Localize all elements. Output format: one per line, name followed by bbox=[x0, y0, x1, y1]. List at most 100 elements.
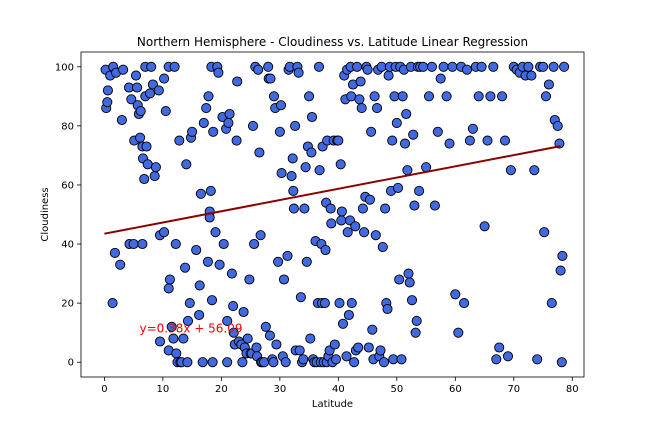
data-point bbox=[399, 138, 411, 149]
data-point bbox=[187, 126, 198, 137]
data-point bbox=[540, 91, 552, 102]
y-axis-title: Cloudiness bbox=[40, 187, 51, 241]
data-point bbox=[335, 159, 346, 170]
data-point bbox=[224, 108, 235, 120]
data-point bbox=[182, 357, 193, 368]
data-point bbox=[139, 173, 150, 185]
data-point bbox=[383, 70, 394, 81]
data-point bbox=[552, 120, 563, 131]
data-point bbox=[325, 203, 336, 214]
data-point bbox=[102, 97, 113, 108]
data-point bbox=[197, 357, 208, 368]
y-tick-label: 60 bbox=[61, 180, 74, 191]
data-point bbox=[556, 357, 567, 368]
plot-area: y=0.38x + 56.09 0 10 20 30 40 50 60 70 80 0 20 40 60 8… bbox=[55, 51, 585, 395]
data-point bbox=[546, 298, 557, 309]
data-point bbox=[249, 238, 260, 250]
data-point bbox=[406, 295, 418, 306]
data-point bbox=[404, 277, 415, 288]
data-point bbox=[195, 188, 206, 199]
data-point bbox=[293, 67, 304, 78]
data-point bbox=[411, 315, 422, 326]
data-point bbox=[164, 274, 175, 285]
data-point bbox=[180, 262, 191, 273]
data-point bbox=[299, 203, 310, 214]
data-point bbox=[491, 354, 502, 365]
data-point bbox=[280, 357, 291, 368]
y-tick-label: 0 bbox=[68, 358, 74, 369]
data-point bbox=[207, 357, 218, 368]
data-point bbox=[329, 339, 340, 350]
data-point bbox=[210, 227, 221, 238]
data-point bbox=[337, 318, 349, 329]
data-point bbox=[237, 357, 248, 368]
data-point bbox=[274, 126, 285, 137]
data-point bbox=[228, 301, 239, 312]
data-point bbox=[178, 333, 189, 344]
data-point bbox=[367, 324, 378, 335]
data-point bbox=[271, 339, 282, 350]
data-point bbox=[135, 132, 146, 143]
plot-frame bbox=[80, 51, 585, 378]
data-point bbox=[391, 117, 402, 128]
data-point bbox=[485, 91, 496, 102]
data-point bbox=[102, 85, 113, 96]
data-point bbox=[247, 120, 259, 131]
data-point bbox=[499, 135, 511, 146]
data-point bbox=[409, 200, 420, 211]
data-point bbox=[414, 185, 425, 196]
data-point bbox=[334, 298, 345, 309]
data-point bbox=[116, 114, 127, 126]
data-point bbox=[314, 165, 325, 176]
data-point bbox=[154, 336, 166, 347]
data-point bbox=[231, 135, 242, 146]
x-tick-label: 80 bbox=[566, 384, 579, 395]
data-point bbox=[355, 76, 366, 87]
data-point bbox=[244, 274, 255, 285]
data-point bbox=[539, 227, 550, 238]
data-point bbox=[181, 159, 192, 170]
data-point bbox=[147, 79, 158, 90]
data-point bbox=[432, 126, 443, 137]
data-point bbox=[253, 64, 264, 75]
data-point bbox=[191, 244, 202, 256]
data-point bbox=[387, 135, 398, 146]
data-point bbox=[380, 203, 391, 214]
data-point bbox=[160, 106, 171, 117]
data-point bbox=[135, 106, 146, 117]
data-point bbox=[479, 221, 490, 232]
data-point bbox=[290, 120, 301, 131]
data-point bbox=[441, 91, 452, 102]
data-point bbox=[369, 91, 380, 102]
data-point bbox=[401, 108, 412, 120]
data-point bbox=[144, 88, 156, 99]
data-point bbox=[408, 129, 419, 140]
data-point bbox=[326, 218, 337, 229]
data-point bbox=[268, 91, 280, 102]
data-point bbox=[497, 91, 508, 102]
data-point bbox=[557, 250, 568, 261]
data-point bbox=[461, 64, 473, 75]
data-point bbox=[363, 342, 374, 353]
x-tick-label: 20 bbox=[215, 384, 228, 395]
data-point bbox=[194, 280, 205, 291]
data-point bbox=[282, 250, 293, 261]
data-point bbox=[336, 206, 347, 217]
data-point bbox=[201, 103, 212, 114]
x-tick-label: 70 bbox=[507, 384, 520, 395]
data-point bbox=[370, 230, 381, 241]
data-point bbox=[132, 82, 143, 93]
x-tick-label: 10 bbox=[157, 384, 170, 395]
data-point bbox=[130, 70, 142, 81]
data-point bbox=[488, 61, 499, 72]
data-point bbox=[397, 91, 408, 102]
data-point bbox=[403, 268, 414, 279]
data-point bbox=[394, 274, 405, 285]
data-point bbox=[198, 117, 209, 128]
data-point bbox=[202, 256, 213, 267]
data-point bbox=[402, 165, 413, 176]
data-point bbox=[150, 162, 161, 173]
y-tick-label: 100 bbox=[55, 62, 74, 73]
y-tick-label: 80 bbox=[61, 121, 74, 132]
data-point bbox=[453, 327, 464, 338]
